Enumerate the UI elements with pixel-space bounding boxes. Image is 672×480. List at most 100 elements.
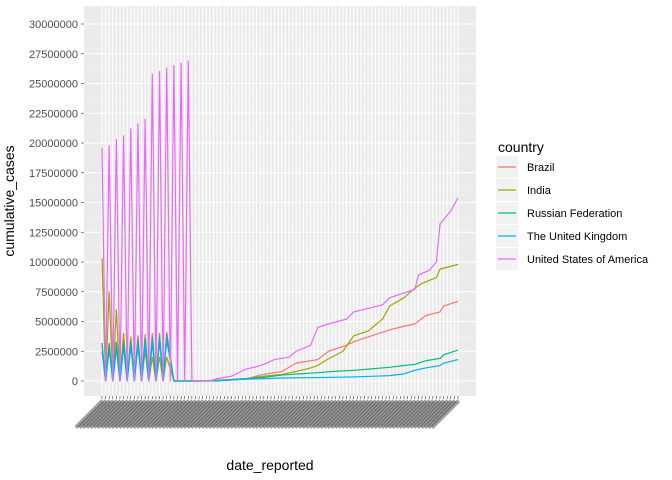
series-lines [101, 60, 459, 382]
x-tick-label-glyph [189, 399, 220, 429]
plot-panel [84, 6, 476, 396]
x-tick-label-glyph [265, 399, 295, 429]
x-tick-label-glyph [131, 399, 162, 429]
x-tick-label-glyph [196, 399, 227, 429]
x-tick-label-glyph [157, 399, 187, 429]
x-tick-label-glyph [293, 399, 324, 429]
x-tick-label-glyph [347, 399, 378, 429]
x-tick-label-glyph [103, 399, 133, 429]
y-tick-label: 20000000 [29, 138, 78, 150]
legend: country Brazil India Russian Federation The… [496, 139, 649, 270]
x-tick-label-glyph [164, 399, 195, 429]
x-tick-label-glyph [247, 399, 277, 429]
x-tick-label-glyph [239, 399, 270, 429]
x-tick-label-glyph [175, 399, 205, 429]
x-tick-label-glyph [268, 399, 299, 429]
x-tick-label-glyph [290, 399, 320, 429]
x-tick-label-glyph [142, 399, 173, 429]
x-tick-label-glyph [333, 399, 364, 429]
x-tick-label-glyph [416, 399, 446, 429]
x-tick-label-glyph [110, 399, 141, 429]
series-line [101, 339, 459, 382]
x-tick-label-glyph [419, 399, 450, 429]
x-tick-label-glyph [304, 399, 335, 429]
y-tick-label: 30000000 [29, 19, 78, 31]
x-tick-label-glyph [354, 399, 385, 429]
x-tick-label-glyph [149, 399, 180, 429]
y-tick-label: 27500000 [29, 49, 78, 61]
x-tick-label-glyph [135, 399, 166, 429]
legend-title: country [498, 139, 544, 155]
x-tick-label-glyph [167, 399, 198, 429]
x-tick-label-glyph [243, 399, 274, 429]
x-tick-label-glyph [344, 399, 374, 429]
x-tick-label-glyph [153, 399, 184, 429]
y-axis-ticks: 0 2500000 5000000 7500000 10000000 12500000 15… [29, 19, 84, 388]
x-tick-label-glyph [261, 399, 292, 429]
x-tick-label-glyph [300, 399, 331, 429]
x-tick-label-glyph [423, 399, 453, 429]
x-tick-label-glyph [99, 399, 130, 429]
x-tick-label-glyph [340, 399, 371, 429]
x-tick-label-glyph [121, 399, 151, 429]
x-tick-label-glyph [221, 399, 252, 429]
x-tick-label-glyph [390, 399, 421, 429]
y-tick-label: 15000000 [29, 198, 78, 210]
x-tick-label-glyph [318, 399, 349, 429]
x-tick-label-glyph [185, 399, 216, 429]
x-axis-title: date_reported [226, 457, 313, 473]
x-tick-label-glyph [214, 399, 245, 429]
x-tick-label-glyph [282, 399, 313, 429]
x-tick-label-glyph [95, 399, 126, 429]
x-tick-label-glyph [297, 399, 328, 429]
x-tick-label-glyph [182, 399, 213, 429]
y-tick-label: 0 [72, 376, 78, 388]
x-tick-label-glyph [336, 399, 367, 429]
x-tick-label-glyph [124, 399, 155, 429]
y-tick-label: 22500000 [29, 108, 78, 120]
x-axis-ticks [74, 396, 461, 429]
x-tick-label-glyph [380, 399, 410, 429]
x-tick-label-glyph [322, 399, 353, 429]
legend-label: Russian Federation [527, 208, 622, 220]
x-tick-label-glyph [398, 399, 428, 429]
legend-label: United States of America [527, 254, 649, 266]
series-line [101, 333, 459, 382]
x-tick-label-glyph [128, 399, 159, 429]
x-tick-label-glyph [372, 399, 403, 429]
x-tick-label-glyph [78, 399, 108, 429]
x-tick-label-glyph [113, 399, 144, 429]
y-tick-label: 7500000 [35, 287, 78, 299]
x-tick-label-glyph [225, 399, 256, 429]
x-tick-label-glyph [405, 399, 435, 429]
x-tick-label-glyph [315, 399, 346, 429]
legend-label: The United Kingdom [527, 231, 627, 243]
x-tick-label-glyph [232, 399, 263, 429]
x-tick-label-glyph [257, 399, 288, 429]
x-tick-label-glyph [218, 399, 248, 429]
y-tick-label: 17500000 [29, 168, 78, 180]
x-tick-label-glyph [394, 399, 425, 429]
y-tick-label: 2500000 [35, 346, 78, 358]
x-tick-label-glyph [92, 399, 123, 429]
x-tick-label-glyph [326, 399, 356, 429]
x-tick-label-glyph [254, 399, 284, 429]
x-tick-label-glyph [401, 399, 432, 429]
x-tick-label-glyph [430, 399, 461, 429]
legend-label: Brazil [527, 162, 555, 174]
series-line [101, 60, 459, 382]
x-tick-label-glyph [376, 399, 407, 429]
x-tick-label-glyph [369, 399, 399, 429]
x-tick-label-glyph [200, 399, 230, 429]
x-tick-label-glyph [81, 399, 112, 429]
y-tick-label: 12500000 [29, 227, 78, 239]
x-tick-label-glyph [351, 399, 382, 429]
x-tick-label-glyph [426, 399, 457, 429]
x-tick-label-glyph [362, 399, 392, 429]
x-tick-label-glyph [229, 399, 259, 429]
legend-label: India [527, 185, 552, 197]
x-tick-label-glyph [412, 399, 443, 429]
x-tick-label-glyph [286, 399, 317, 429]
x-tick-label-glyph [279, 399, 310, 429]
x-tick-label-glyph [171, 399, 202, 429]
